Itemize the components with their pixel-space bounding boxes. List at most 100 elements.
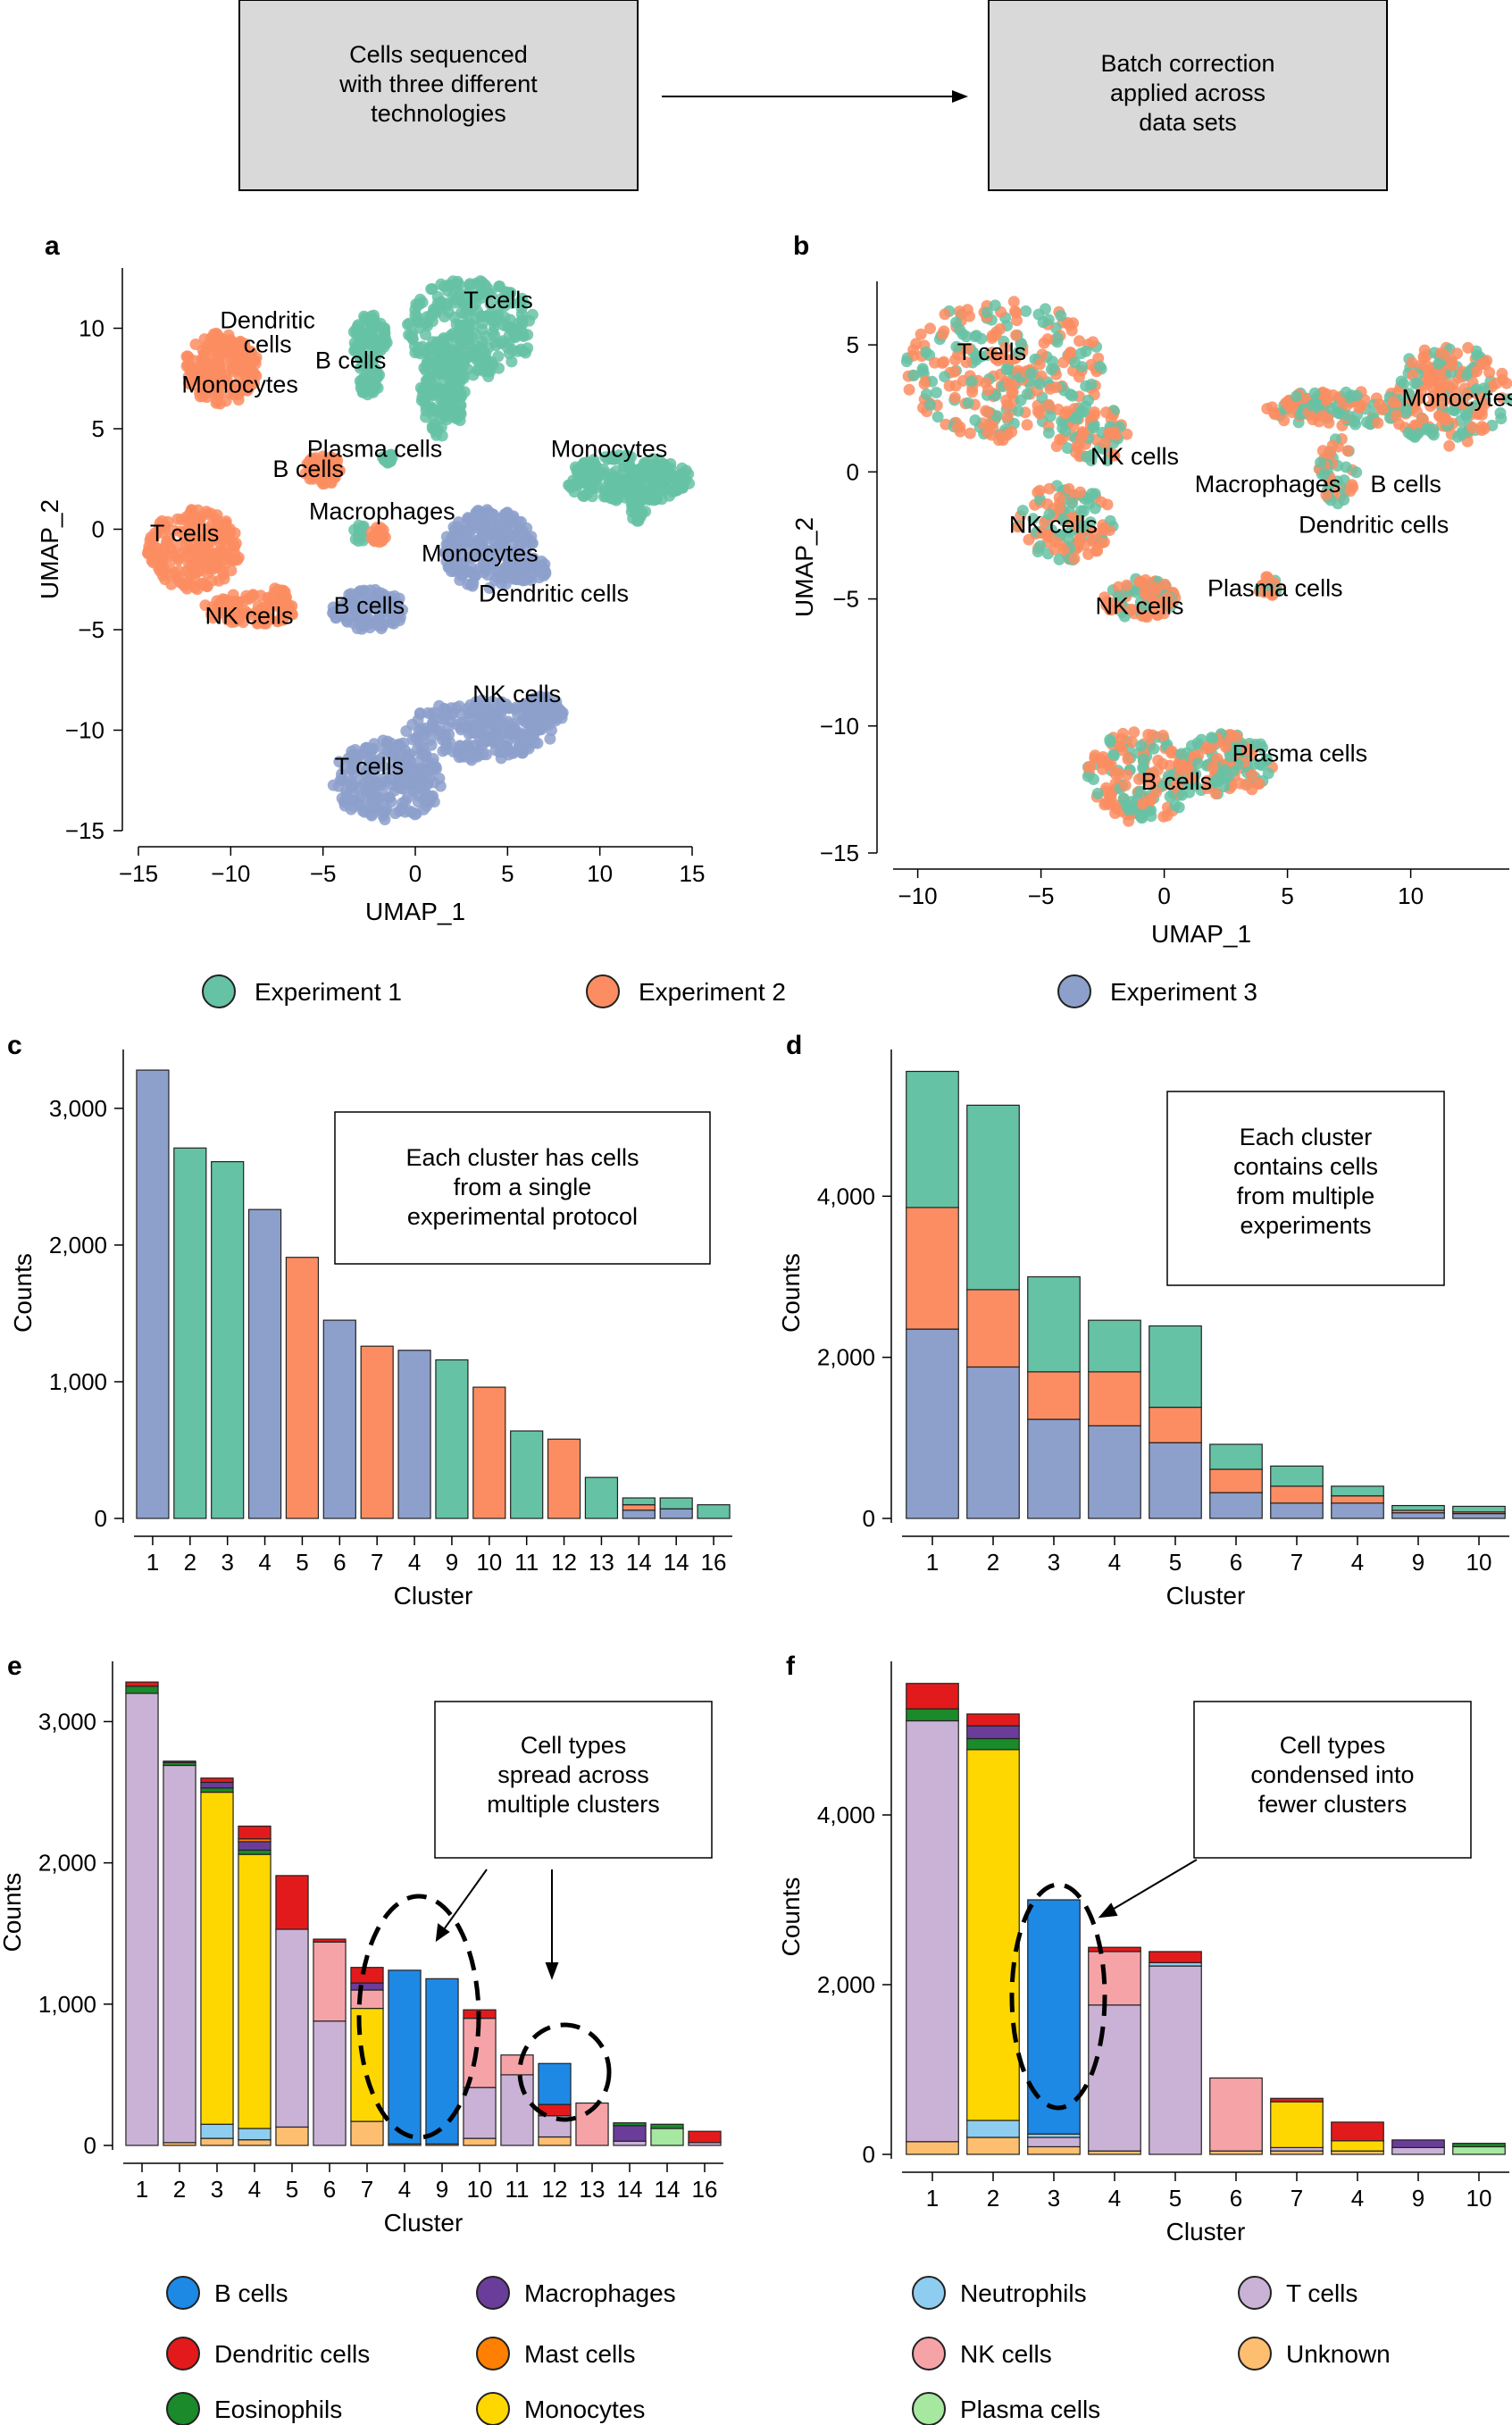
data-point	[484, 365, 497, 378]
legend-swatch	[202, 974, 236, 1008]
y-tick-label: 0	[92, 516, 104, 543]
umap-panel-a: −15 −10 −5 0 5 10 15 10 5 0 −5 −10 −15 UMAP_1 UMAP_2 T …	[36, 268, 705, 925]
bar-segment	[622, 1509, 656, 1519]
data-point	[1063, 482, 1075, 495]
data-point	[1094, 360, 1106, 372]
x-tick-label: 3	[1048, 2185, 1060, 2212]
data-point	[340, 595, 353, 607]
data-point	[1136, 798, 1149, 810]
data-point	[508, 721, 521, 733]
bar-segment	[200, 1781, 234, 1789]
x-tick-label: 9	[1412, 1549, 1424, 1576]
data-point	[1220, 740, 1232, 753]
data-point	[1146, 729, 1158, 741]
bar-segment	[1027, 2137, 1081, 2148]
data-point	[1391, 409, 1402, 422]
data-point	[969, 330, 982, 343]
bar-segment	[173, 1147, 207, 1519]
data-point	[943, 380, 956, 392]
data-point	[1308, 387, 1321, 399]
data-point	[387, 747, 399, 759]
bar-segment	[1088, 1951, 1141, 2006]
x-tick-label: 10	[587, 860, 613, 887]
data-point	[225, 606, 238, 619]
bar-segment	[966, 2137, 1020, 2155]
data-point	[508, 731, 521, 743]
data-point	[1157, 730, 1169, 741]
cluster-annotation: Dendritic cells	[479, 581, 629, 607]
data-point	[515, 302, 528, 314]
data-point	[502, 564, 514, 577]
data-point	[233, 387, 246, 399]
data-point	[1409, 377, 1421, 389]
data-point	[1438, 412, 1449, 424]
data-point	[1126, 736, 1139, 748]
legend-swatch	[1238, 2337, 1272, 2371]
data-point	[347, 794, 359, 807]
legend-label: Experiment 3	[1110, 978, 1257, 1006]
data-point	[1055, 309, 1067, 322]
data-point	[446, 411, 458, 423]
bar-segment	[1088, 1371, 1141, 1426]
data-point	[466, 580, 479, 592]
panel-letter-e: e	[7, 1652, 22, 1681]
data-point	[412, 346, 424, 358]
data-point	[482, 342, 495, 354]
data-point	[221, 524, 233, 537]
cluster-annotation: Macrophages	[309, 498, 455, 524]
x-tick-label: 4	[398, 2176, 411, 2203]
y-tick-label: 3,000	[38, 1708, 96, 1735]
data-point	[336, 773, 348, 786]
data-point	[1355, 399, 1367, 412]
data-point	[417, 771, 430, 783]
panel-letter-f: f	[786, 1652, 796, 1681]
cluster-annotation: NK cells	[1090, 443, 1179, 470]
data-point	[372, 614, 385, 626]
data-point	[997, 434, 1009, 447]
data-point	[432, 405, 445, 417]
data-point	[1135, 740, 1148, 752]
bar-segment	[136, 1069, 170, 1519]
data-point	[342, 752, 355, 765]
data-point	[1042, 398, 1055, 411]
x-tick-label: 9	[1412, 2185, 1424, 2212]
x-tick-label: 10	[476, 1549, 502, 1576]
flow-box-1: Cells sequenced with three different tec…	[238, 0, 639, 191]
data-point	[1105, 758, 1117, 771]
data-point	[937, 328, 948, 340]
y-axis-label: UMAP_2	[790, 517, 818, 617]
x-tick-label: 4	[1108, 1549, 1121, 1576]
data-point	[171, 540, 184, 553]
x-tick-label: 5	[501, 860, 514, 887]
data-point	[201, 339, 213, 352]
data-point	[915, 328, 927, 340]
x-tick-label: 1	[136, 2176, 148, 2203]
data-point	[360, 764, 372, 776]
data-point	[369, 379, 381, 391]
data-point	[364, 788, 377, 800]
bar-panel-d: 0 2,000 4,000 Cluster Counts 1 2 3 4 5 6 7 4 9 10	[777, 1049, 1509, 1610]
data-point	[1321, 393, 1333, 406]
data-point	[1053, 553, 1065, 565]
x-tick-label: 7	[1291, 2185, 1303, 2212]
bar-panel-f: 0 2,000 4,000 Cluster Counts 1 2 3 4 5 6 7 4 9 10	[777, 1661, 1509, 2245]
data-point	[223, 597, 236, 609]
data-point	[965, 375, 978, 388]
data-point	[199, 355, 211, 367]
x-tick-label: 4	[248, 2176, 261, 2203]
bar-segment	[350, 1982, 384, 1991]
x-tick-label: 5	[296, 1549, 308, 1576]
data-point	[586, 490, 598, 503]
bar-segment	[463, 2137, 497, 2146]
data-point	[1001, 399, 1014, 412]
data-point	[1224, 750, 1237, 763]
legend-swatch	[586, 974, 620, 1008]
data-point	[499, 286, 512, 298]
data-point	[440, 739, 453, 751]
data-point	[907, 369, 920, 381]
data-point	[1132, 773, 1145, 785]
x-tick-label: 4	[1108, 2185, 1121, 2212]
data-point	[401, 761, 414, 773]
data-point	[503, 347, 515, 360]
data-point	[1006, 387, 1018, 399]
